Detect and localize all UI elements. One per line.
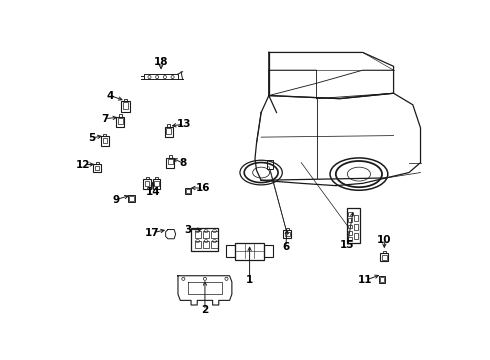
Text: 1: 1 <box>246 275 253 285</box>
Text: 11: 11 <box>358 275 372 285</box>
Text: 5: 5 <box>88 133 96 143</box>
Text: 12: 12 <box>76 160 91 170</box>
Text: 15: 15 <box>340 240 355 250</box>
Text: 6: 6 <box>282 242 290 252</box>
Text: 18: 18 <box>154 58 168 67</box>
Text: 14: 14 <box>146 187 161 197</box>
Text: 10: 10 <box>377 235 392 244</box>
Text: 8: 8 <box>180 158 187 168</box>
Text: 4: 4 <box>106 91 114 100</box>
Text: 16: 16 <box>196 183 211 193</box>
Text: 2: 2 <box>201 305 209 315</box>
Text: 9: 9 <box>113 194 120 204</box>
Text: 17: 17 <box>145 228 160 238</box>
Text: 13: 13 <box>177 119 192 129</box>
Text: 3: 3 <box>184 225 192 235</box>
Text: 7: 7 <box>101 114 108 123</box>
